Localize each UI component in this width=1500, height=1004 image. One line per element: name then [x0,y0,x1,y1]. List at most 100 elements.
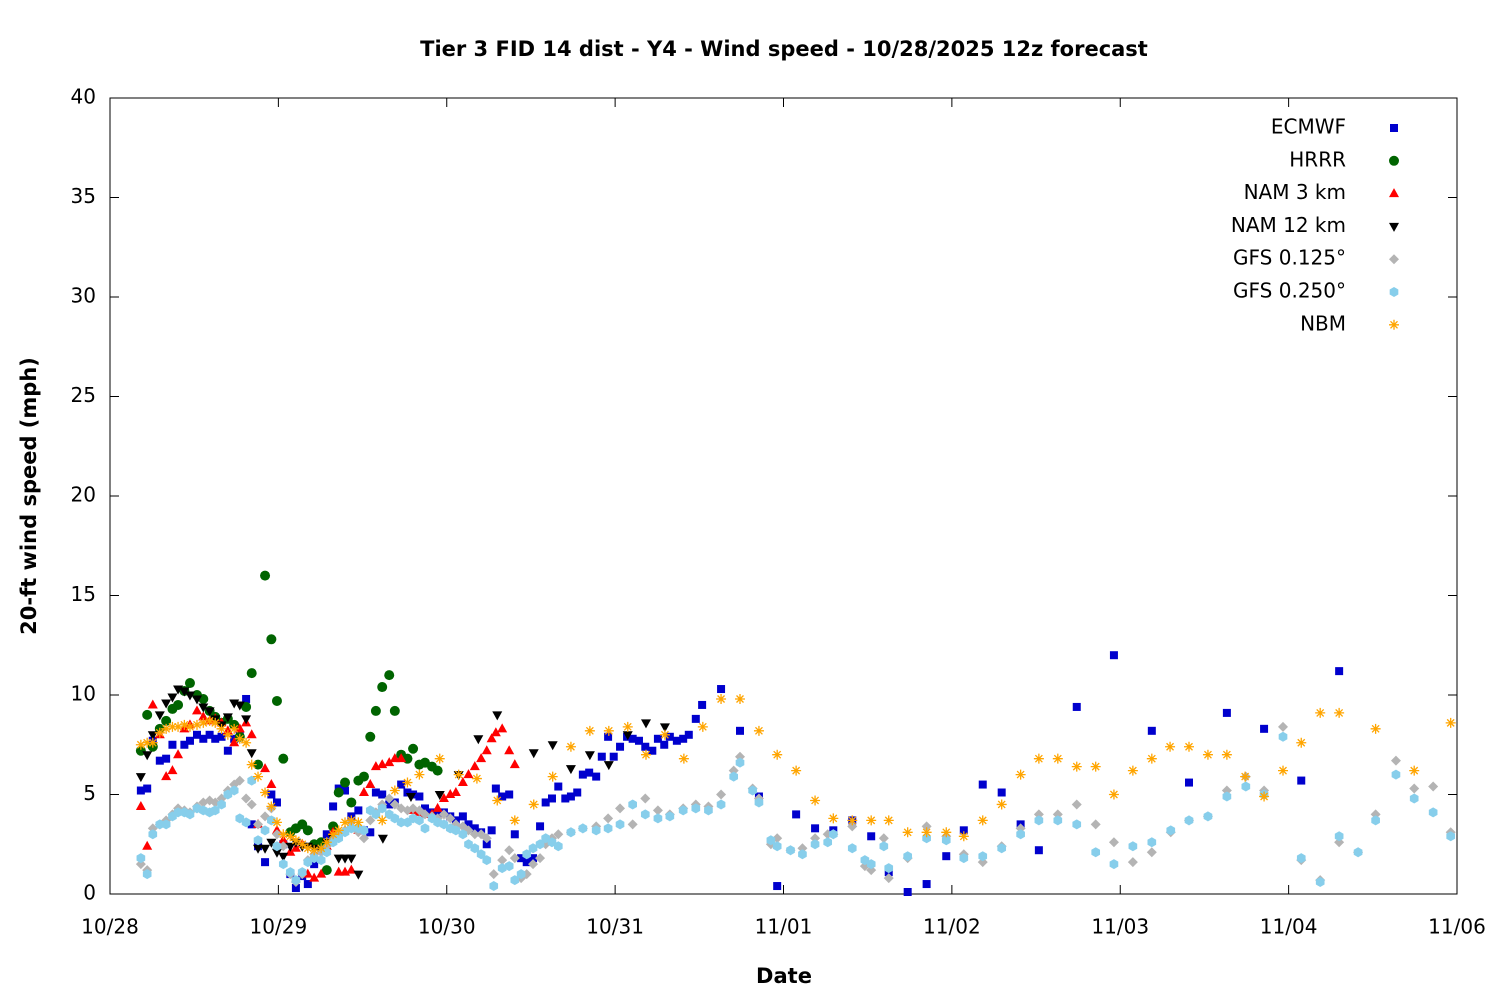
data-point [302,843,313,854]
data-point [488,869,499,880]
data-point [1278,731,1288,742]
data-point [634,736,643,745]
data-point [1108,789,1119,800]
data-point [333,854,344,864]
data-point [978,851,988,862]
data-point [229,723,240,734]
x-tick-label: 11/04 [1260,915,1318,939]
data-point [309,853,319,864]
data-point [1165,741,1176,752]
data-point [211,734,220,743]
data-point [354,806,363,815]
data-point [389,799,400,810]
data-point [498,792,507,801]
data-point [198,711,209,721]
data-point [1221,749,1232,760]
data-point [1146,847,1157,858]
data-point [786,845,795,856]
data-point [1052,753,1063,764]
y-tick-label: 25 [71,383,96,407]
data-point [1108,837,1119,848]
data-point [547,741,558,751]
data-point [1147,837,1157,848]
data-point [977,815,988,826]
data-point [322,830,331,839]
data-point [260,763,271,773]
data-point [716,789,727,800]
data-point [384,793,395,804]
data-point [1109,651,1118,660]
data-point [420,809,431,820]
data-point [405,792,416,802]
data-point [291,875,301,886]
data-point [1202,749,1213,760]
data-point [147,699,158,709]
data-point [996,799,1007,810]
data-point [271,848,282,858]
data-point [241,715,252,725]
data-point [223,746,232,755]
data-point [253,844,264,854]
data-point [1315,877,1325,888]
data-point [370,705,381,716]
data-point [267,790,276,799]
data-point [828,813,839,824]
data-point [204,707,215,717]
data-point [653,813,663,824]
legend-marker [1389,254,1399,265]
data-point [471,773,482,784]
data-point [173,721,184,732]
data-point [497,863,507,874]
data-point [528,749,539,759]
data-point [553,841,563,852]
data-point [241,701,252,712]
data-point [609,752,618,761]
data-point [791,765,802,776]
data-point [241,817,251,828]
data-point [432,765,443,776]
data-point [470,843,480,854]
data-point [198,703,209,713]
data-point [1259,791,1270,802]
data-point [285,867,295,878]
data-point [346,854,357,864]
data-point [1278,765,1289,776]
data-point [260,844,271,854]
data-point [678,805,688,816]
data-point [210,717,221,728]
data-point [434,753,445,764]
data-point [1184,815,1194,826]
data-point [1334,831,1344,842]
data-point [510,830,519,839]
data-point [167,693,178,703]
data-point [216,723,227,734]
data-point [377,682,388,693]
data-point [184,678,195,689]
data-point [1391,769,1401,780]
data-point [377,803,387,814]
data-point [883,815,894,826]
data-point [772,841,782,852]
data-point [522,849,532,860]
data-point [678,753,689,764]
data-point [736,726,745,735]
data-point [489,881,499,892]
data-point [246,729,257,739]
legend-label: HRRR [1289,147,1346,171]
y-axis-title: 20-ft wind speed (mph) [17,357,41,635]
data-point [161,771,172,781]
data-point [328,821,339,832]
data-point [1428,807,1438,818]
data-point [365,815,376,826]
data-point [402,777,413,788]
data-point [1033,753,1044,764]
data-point [333,866,344,876]
data-point [469,829,480,840]
data-point [735,757,745,768]
data-point [271,829,282,840]
data-point [628,734,637,743]
data-point [438,809,449,820]
data-point [810,839,820,850]
data-point [155,756,164,765]
y-tick-label: 30 [71,284,96,308]
